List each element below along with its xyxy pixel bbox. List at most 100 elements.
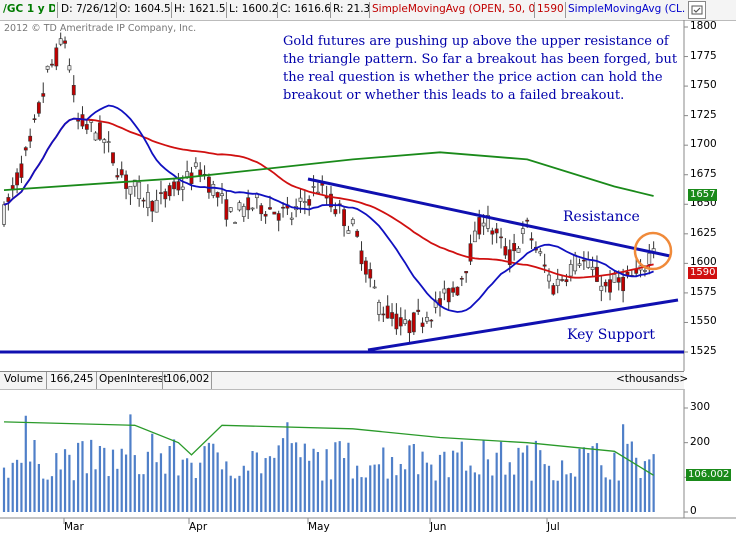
header-divider [330, 2, 331, 18]
price-tick-label: 1775 [690, 49, 717, 62]
candle-body [616, 277, 621, 283]
sma-study-label[interactable]: SimpleMovingAvg (OPEN, 50, 0) [372, 3, 534, 15]
candle-body [342, 209, 346, 227]
candle-body [590, 266, 595, 270]
candle-body [115, 175, 120, 178]
price-tick-label: 1575 [690, 285, 717, 298]
candle-body [595, 266, 599, 282]
header-divider [369, 2, 370, 18]
candle-body [54, 47, 59, 67]
candle-body [259, 205, 264, 215]
candle-body [551, 285, 556, 295]
candle-body [50, 63, 54, 66]
candle-body [472, 230, 477, 243]
header-divider [46, 372, 47, 389]
price-tick-label: 1675 [690, 167, 717, 180]
study-settings-button[interactable] [688, 1, 706, 19]
price-tick-label: 1750 [690, 79, 717, 92]
candle-body [359, 250, 364, 265]
candle-body [603, 281, 608, 287]
candle-body [381, 313, 386, 316]
candle-body [329, 193, 333, 208]
chart-header-bar: /GC 1 y D D: 7/26/12 O: 1604.5 H: 1621.5… [0, 0, 736, 21]
candle-body [621, 276, 626, 292]
candle-body [538, 251, 543, 254]
candle-body [564, 279, 569, 283]
candle-body [499, 236, 503, 239]
date-readout: D: 7/26/12 [61, 3, 116, 15]
candle-body [529, 238, 534, 241]
candle-body [159, 192, 163, 194]
price-tick-label: 1550 [690, 315, 717, 328]
month-label: Jun [430, 521, 447, 533]
candle-body [494, 228, 499, 234]
candle-body [93, 132, 98, 141]
candle-body [599, 285, 604, 291]
candle-body [145, 192, 150, 209]
sma200-price-tag: 1657 [688, 189, 718, 201]
sma-study-value: 1590 [537, 3, 564, 15]
candle-body [220, 193, 224, 197]
candle-body [586, 259, 591, 268]
volume-units-label: <thousands> [616, 373, 689, 385]
candle-body [503, 246, 508, 256]
candle-body [385, 305, 390, 319]
candle-body [581, 259, 586, 262]
candle-body [36, 102, 41, 114]
candle-body [233, 222, 237, 224]
header-divider [226, 2, 227, 18]
candle-body [390, 312, 394, 319]
candle-body [398, 317, 403, 327]
candle-body [425, 317, 429, 322]
candle-body [455, 286, 460, 296]
header-divider [565, 2, 566, 18]
candle-body [568, 264, 573, 277]
candle-body [84, 124, 89, 130]
second-sma-study-label[interactable]: SimpleMovingAvg (CL... [568, 3, 686, 15]
candle-body [137, 181, 142, 200]
range-readout: R: 21.3 [333, 3, 369, 15]
month-label: Apr [189, 521, 208, 533]
header-divider [534, 2, 535, 18]
candle-body [333, 209, 338, 215]
candle-body [215, 192, 220, 198]
candle-body [150, 200, 155, 212]
candle-body [154, 199, 159, 213]
candle-body [555, 278, 560, 286]
header-divider [171, 2, 172, 18]
candle-body [346, 230, 351, 234]
volume-tick-label: 0 [690, 505, 697, 517]
candle-body [58, 38, 63, 45]
open-interest-tag: 106.002 [686, 469, 732, 481]
header-divider [211, 372, 212, 389]
candle-body [647, 252, 652, 265]
volume-header-bar: Volume 166,245 OpenInterest 106,002 <tho… [0, 371, 688, 390]
candle-body [298, 197, 303, 202]
candle-body [28, 135, 33, 142]
candle-body [263, 213, 268, 217]
candle-body [281, 206, 285, 209]
sma50-price-tag: 1590 [688, 267, 718, 279]
candle-body [67, 65, 72, 71]
candle-body [23, 147, 28, 151]
candle-body [111, 152, 115, 164]
candle-body [612, 274, 617, 283]
candle-body [464, 271, 469, 274]
candle-body [451, 287, 455, 293]
symbol-selector[interactable]: /GC 1 y D [3, 3, 55, 15]
candle-body [176, 181, 181, 191]
candle-body [377, 302, 381, 315]
close-readout: C: 1616.6 [280, 3, 330, 15]
candle-body [573, 254, 578, 272]
candle-body [520, 228, 525, 234]
candle-body [560, 279, 564, 281]
candle-body [32, 118, 37, 120]
candle-body [350, 219, 355, 225]
candle-body [167, 185, 172, 197]
candle-body [477, 217, 482, 235]
candle-body [403, 319, 408, 324]
candle-body [193, 162, 198, 167]
candle-body [368, 269, 373, 279]
volume-tick-label: 300 [690, 401, 711, 413]
